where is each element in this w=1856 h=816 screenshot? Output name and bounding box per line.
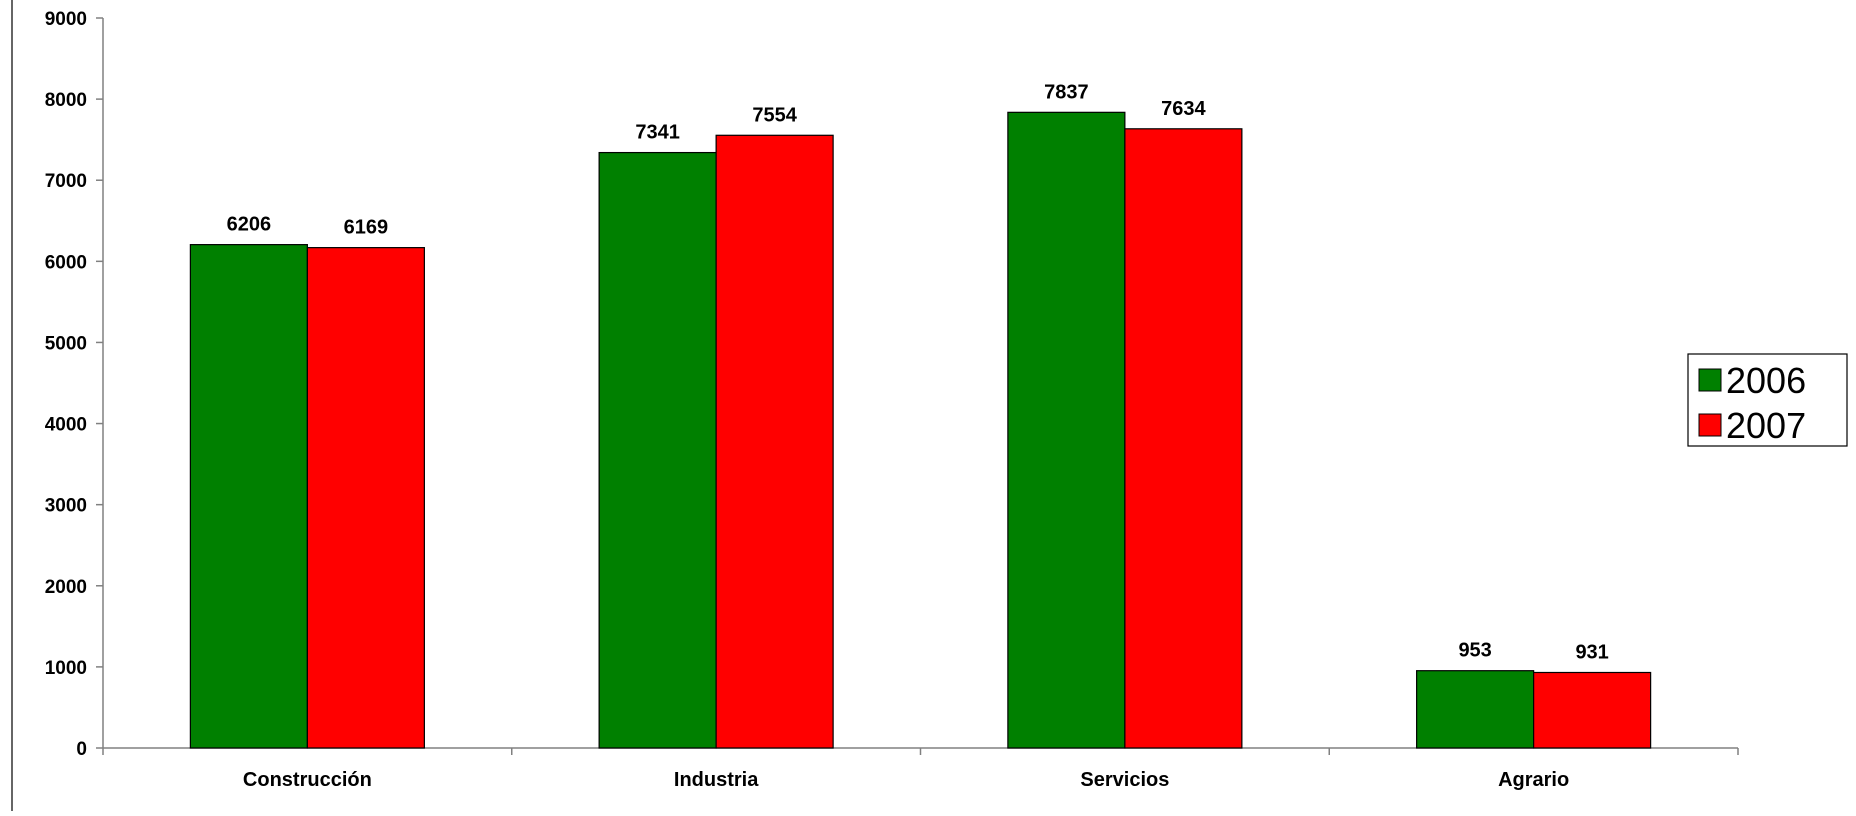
y-tick-label: 3000 (45, 496, 87, 517)
bar (715, 134, 834, 749)
data-label: 931 (1575, 641, 1608, 663)
y-tick-label: 6000 (45, 252, 87, 273)
y-tick-label: 8000 (45, 90, 87, 111)
legend-swatch (1698, 368, 1722, 392)
bar (1124, 128, 1243, 749)
x-category-label: Construcción (243, 769, 372, 791)
y-tick-label: 1000 (45, 658, 87, 679)
data-labels-group: 6206 6169 7341 7554 7837 7634 953 931 (227, 81, 1609, 663)
y-tick-label: 4000 (45, 415, 87, 436)
y-tick-label: 7000 (45, 171, 87, 192)
legend-label: 2007 (1726, 405, 1806, 446)
x-category-label: Industria (674, 769, 759, 791)
data-label: 7837 (1044, 81, 1089, 103)
bar (598, 151, 717, 749)
x-category-label: Agrario (1498, 769, 1569, 791)
data-label: 7341 (635, 122, 680, 144)
legend-label: 2006 (1726, 360, 1806, 401)
y-tick-label: 5000 (45, 333, 87, 354)
y-tick-label: 2000 (45, 577, 87, 598)
bar (306, 247, 425, 749)
bars-group (189, 111, 1652, 749)
bar (189, 244, 308, 749)
data-label: 953 (1458, 640, 1491, 662)
legend-swatch (1698, 413, 1722, 437)
bar (1533, 671, 1652, 749)
x-category-label: Servicios (1080, 769, 1169, 791)
y-tick-label: 0 (76, 739, 87, 760)
data-label: 6206 (227, 214, 272, 236)
data-label: 7634 (1161, 98, 1206, 120)
y-tick-label: 9000 (45, 9, 87, 30)
axes: 0 1000 2000 3000 4000 5000 6000 7000 8000 9000 Con… (45, 9, 1739, 791)
bar (1007, 111, 1126, 749)
data-label: 6169 (344, 217, 389, 239)
data-label: 7554 (752, 104, 797, 126)
bar (1416, 670, 1535, 749)
